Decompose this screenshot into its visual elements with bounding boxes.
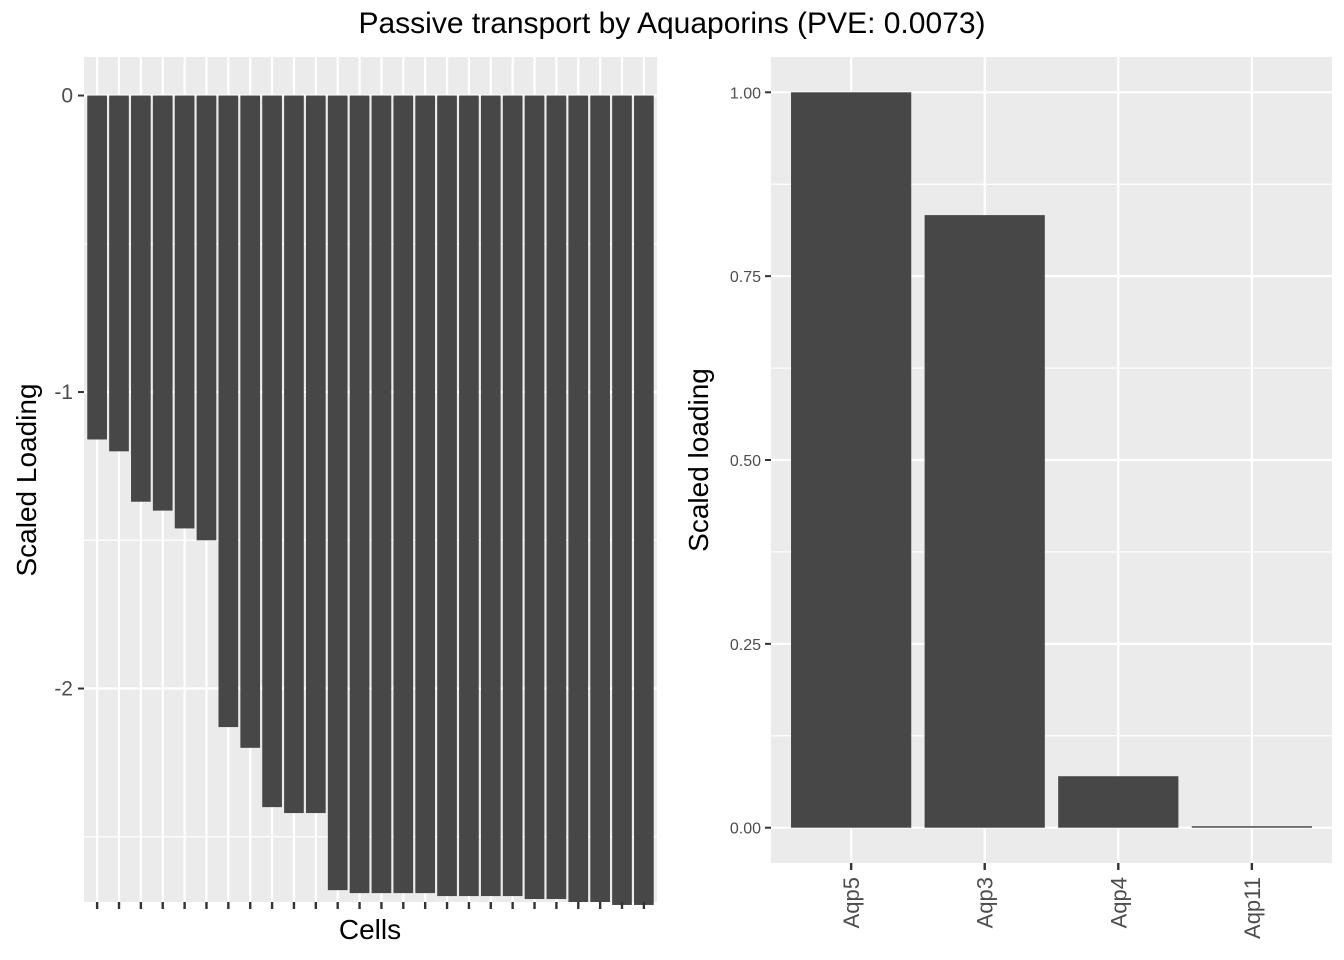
right-bar-aqp3 — [924, 215, 1045, 828]
right-y-tick-label: 0.75 — [730, 269, 761, 286]
left-y-tick-label: -2 — [54, 678, 73, 701]
left-bar — [284, 95, 304, 814]
left-bar — [634, 95, 654, 905]
cells-loading-panel: 0 -1 -2 Cells Scaled Loading — [11, 57, 657, 945]
left-y-axis-ticks: 0 -1 -2 — [54, 85, 84, 701]
left-y-tick-label: 0 — [61, 85, 73, 108]
right-y-tick-label: 0.50 — [730, 453, 761, 470]
left-bar — [218, 95, 239, 728]
right-x-tick-label: Aqp11 — [1240, 877, 1265, 939]
left-bar — [524, 95, 545, 900]
right-y-axis-label: Scaled loading — [683, 368, 714, 552]
right-y-axis-ticks: 0.00 0.25 0.50 0.75 1.00 — [730, 85, 771, 838]
left-bar — [502, 95, 523, 897]
right-bar-aqp11 — [1191, 826, 1312, 828]
left-bar — [87, 95, 107, 440]
left-x-axis-ticks — [95, 902, 646, 909]
left-y-tick-label: -1 — [54, 381, 73, 404]
left-x-axis-label: Cells — [339, 914, 401, 945]
right-y-tick-label: 1.00 — [730, 85, 761, 102]
left-y-axis-label: Scaled Loading — [11, 383, 42, 576]
right-bar-aqp4 — [1058, 776, 1179, 828]
right-x-axis-ticks: Aqp5 Aqp3 Aqp4 Aqp11 — [839, 863, 1265, 939]
left-bar — [240, 95, 261, 748]
left-bar — [131, 95, 151, 502]
left-bar — [371, 95, 392, 894]
left-bar — [109, 95, 129, 452]
left-bar — [305, 95, 326, 814]
left-bar — [437, 95, 457, 897]
right-y-tick-label: 0.25 — [730, 637, 761, 654]
left-bar — [480, 95, 501, 897]
gene-loading-panel: 0.00 0.25 0.50 0.75 1.00 Aqp5 Aqp3 Aqp4 Aqp11 S… — [683, 57, 1332, 939]
left-bar — [262, 95, 282, 808]
left-bar — [568, 95, 589, 902]
right-x-tick-label: Aqp3 — [973, 877, 998, 928]
left-bar — [174, 95, 195, 529]
left-bar — [459, 95, 479, 897]
right-x-tick-label: Aqp4 — [1106, 877, 1131, 928]
left-bar — [612, 95, 632, 905]
left-bar — [546, 95, 567, 900]
left-bar — [196, 95, 217, 541]
left-bar — [415, 95, 436, 894]
left-bar — [590, 95, 610, 902]
right-bars — [791, 92, 1312, 828]
chart-title: Passive transport by Aquaporins (PVE: 0.… — [358, 7, 985, 40]
right-x-tick-label: Aqp5 — [839, 877, 864, 928]
right-y-tick-label: 0.00 — [730, 821, 761, 838]
left-bar — [152, 95, 173, 511]
left-bar — [327, 95, 348, 891]
left-bar — [393, 95, 414, 894]
left-bar — [349, 95, 370, 894]
left-bars — [87, 95, 654, 905]
right-bar-aqp5 — [791, 92, 912, 828]
